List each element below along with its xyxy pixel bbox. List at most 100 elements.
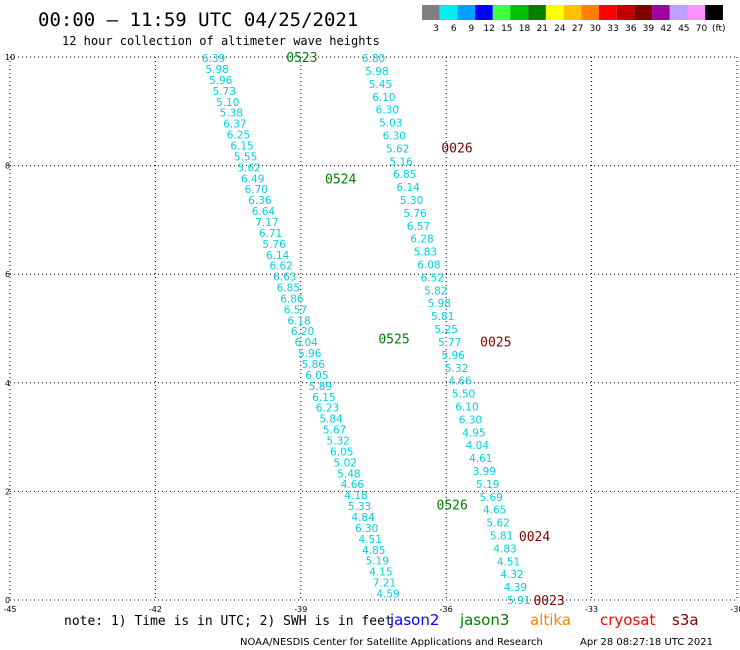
legend-swatch [687,5,706,20]
wave-height-value: 5.84 [319,414,343,426]
wave-height-value: 5.96 [298,348,322,360]
wave-height-value: 6.71 [259,228,282,240]
wave-height-value: 4.84 [351,512,375,524]
wave-height-value: 5.81 [490,530,513,542]
legend-label: 45 [678,24,689,34]
pass-label: 0026 [441,142,472,157]
wave-height-value: 6.86 [280,293,304,305]
wave-height-tracks: 6.395.985.965.735.105.386.376.256.155.55… [202,53,531,607]
wave-height-value: 6.80 [362,53,385,65]
legend-swatch [545,5,564,20]
wave-height-value: 5.98 [428,298,451,310]
y-axis-ticks: 0 2 4 6 8 10 [5,53,15,605]
legend-swatch [705,5,723,20]
wave-height-value: 5.48 [337,468,360,480]
wave-height-value: 5.25 [435,324,458,336]
legend-label: 27 [572,24,583,34]
legend-unit: (ft) [712,24,726,34]
wave-height-value: 4.32 [500,569,523,581]
y-tick-label: 2 [5,487,10,496]
wave-height-value: 5.19 [476,479,499,491]
wave-height-value: 5.73 [213,86,236,98]
wave-height-value: 4.61 [469,453,492,465]
legend-label: 42 [660,24,671,34]
wave-height-value: 4.95 [462,427,485,439]
wave-height-value: 6.28 [410,234,433,246]
legend-label: 70 [696,24,708,34]
wave-height-value: 6.64 [252,206,276,218]
legend-swatch [669,5,688,20]
satellite-jason2: jason2 [389,611,439,629]
y-tick-label: 4 [5,379,10,388]
wave-height-value: 6.10 [372,92,395,104]
legend-swatch [581,5,599,20]
wave-height-value: 5.96 [209,75,233,87]
wave-height-value: 5.77 [438,337,461,349]
legend-swatch [616,5,635,20]
wave-height-value: 5.32 [326,436,349,448]
wave-height-value: 6.05 [305,370,328,382]
legend-label: 18 [519,24,531,34]
y-tick-label: 6 [5,270,10,279]
wave-height-value: 6.18 [287,315,310,327]
x-tick-label: -33 [585,605,598,614]
wave-height-value: 6.30 [383,131,406,143]
wave-height-value: 6.63 [273,272,296,284]
wave-height-value: 6.08 [417,260,440,272]
legend-swatch [599,5,617,20]
legend-swatch [492,5,511,20]
pass-label: 0023 [533,594,564,609]
wave-height-value: 6.39 [202,53,225,65]
wave-height-value: 4.65 [483,505,506,517]
wave-height-value: 4.83 [493,543,516,555]
legend-swatch [439,5,458,20]
wave-height-value: 4.04 [466,440,490,452]
wave-height-value: 5.55 [234,151,257,163]
wave-height-value: 5.82 [424,285,447,297]
wave-height-value: 6.36 [248,195,272,207]
wave-height-value: 6.15 [230,140,253,152]
wave-height-value: 5.03 [379,118,402,130]
legend-swatch [422,5,440,20]
x-tick-label: -36 [440,605,453,614]
wave-height-value: 5.83 [414,247,437,259]
pass-label: 0025 [480,336,511,351]
wave-height-value: 5.96 [441,350,465,362]
wave-height-value: 4.39 [504,582,527,594]
satellite-cryosat: cryosat [600,611,655,629]
satellite-jason3: jason3 [459,611,509,629]
wave-height-value: 6.85 [393,169,416,181]
wave-height-value: 6.25 [227,130,250,142]
pass-label: 0526 [437,498,468,513]
legend-swatch [528,5,546,20]
wave-height-value: 7.17 [255,217,278,229]
x-tick-label: -42 [149,605,162,614]
wave-height-value: 6.10 [455,401,478,413]
legend-swatch [475,5,493,20]
legend-label: 6 [451,24,457,34]
wave-height-value: 4.51 [497,556,520,568]
footer-credit: NOAA/NESDIS Center for Satellite Applica… [240,637,543,648]
wave-height-value: 6.52 [421,272,444,284]
wave-height-value: 5.98 [205,64,228,76]
satellite-s3a: s3a [672,611,699,629]
pass-label: 0024 [519,530,550,545]
wave-height-value: 6.57 [284,304,307,316]
wave-height-value: 5.89 [309,381,332,393]
wave-height-value: 6.14 [266,250,290,262]
wave-height-value: 5.30 [400,195,423,207]
wave-height-value: 5.81 [431,311,454,323]
wave-height-value: 6.85 [277,283,300,295]
legend-label: 24 [554,24,566,34]
legend-label: 21 [536,24,547,34]
x-tick-label: -30 [730,605,740,614]
wave-height-value: 4.85 [362,545,385,557]
wave-height-value: 6.57 [407,221,430,233]
legend-label: 3 [433,24,439,34]
wave-height-value: 6.05 [330,446,353,458]
wave-height-value: 5.33 [348,501,371,513]
wave-height-value: 5.86 [302,359,326,371]
wave-height-value: 5.67 [323,425,346,437]
wave-height-value: 5.45 [369,79,392,91]
